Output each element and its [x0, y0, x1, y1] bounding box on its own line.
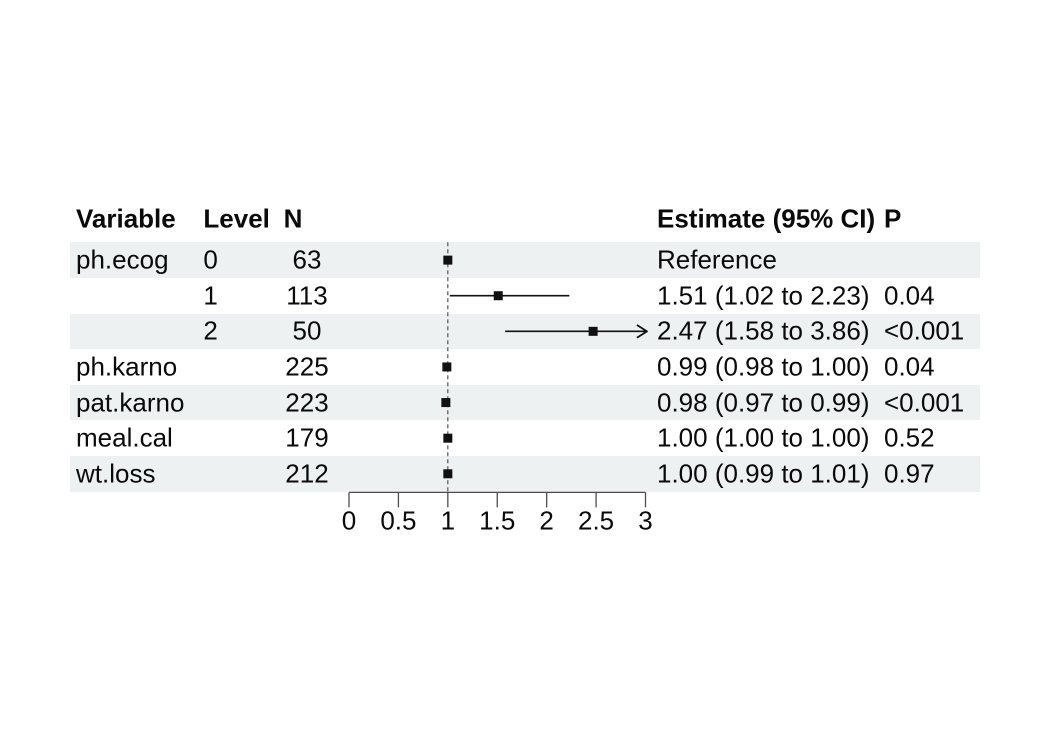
- svg-text:0: 0: [342, 505, 356, 535]
- svg-text:3: 3: [638, 505, 652, 535]
- svg-text:1: 1: [441, 505, 455, 535]
- svg-text:2: 2: [539, 505, 553, 535]
- svg-text:1.5: 1.5: [479, 505, 515, 535]
- svg-text:0.5: 0.5: [380, 505, 416, 535]
- svg-text:2.5: 2.5: [578, 505, 614, 535]
